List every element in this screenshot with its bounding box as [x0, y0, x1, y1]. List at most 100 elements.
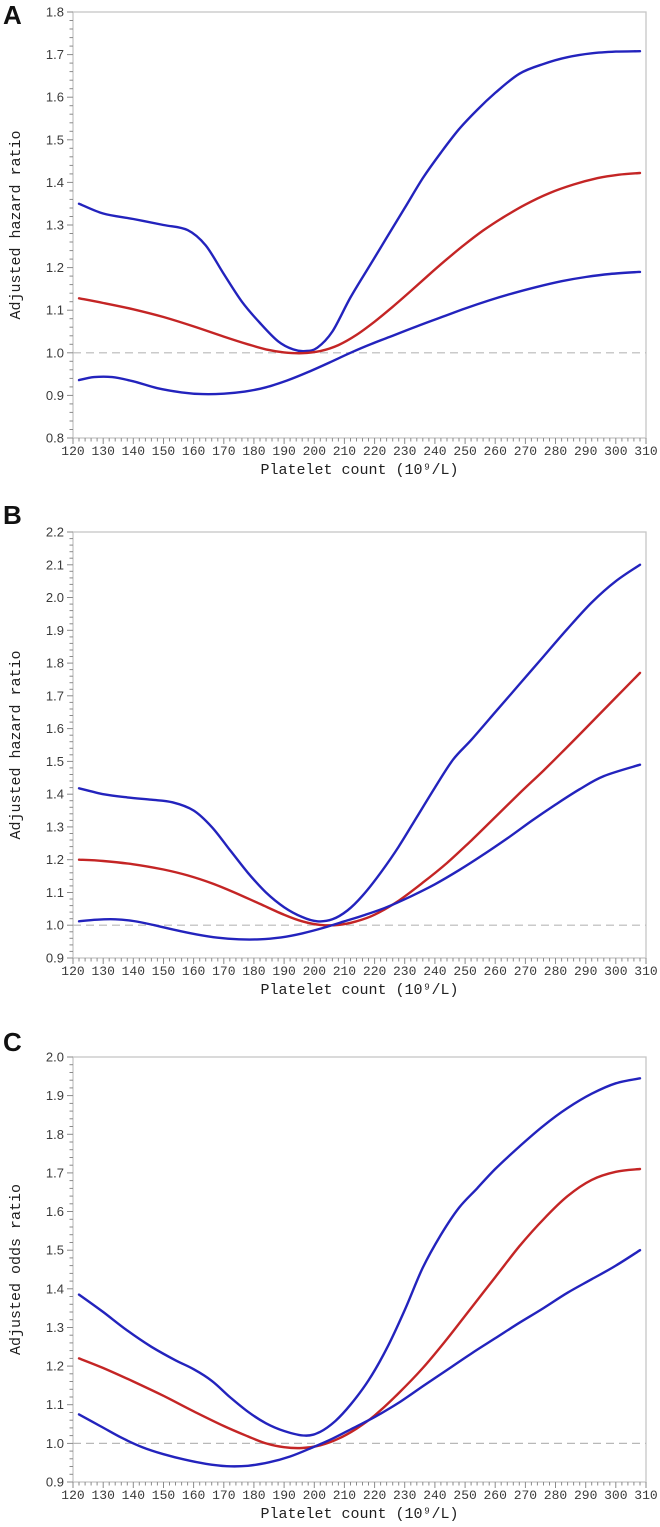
svg-text:1.4: 1.4: [46, 1281, 64, 1296]
svg-text:230: 230: [393, 444, 416, 459]
x-axis-minor-ticks: [78, 1482, 641, 1486]
series-line: [77, 171, 642, 355]
svg-text:1.0: 1.0: [46, 918, 64, 933]
svg-text:130: 130: [91, 964, 114, 979]
svg-text:1.7: 1.7: [46, 688, 64, 703]
svg-text:170: 170: [212, 444, 235, 459]
svg-text:190: 190: [272, 1488, 295, 1503]
svg-text:150: 150: [152, 964, 175, 979]
svg-text:2.0: 2.0: [46, 590, 64, 605]
series-line: [77, 671, 642, 927]
x-axis-major-ticks: [72, 438, 647, 444]
y-axis-title: Adjusted odds ratio: [8, 1184, 25, 1355]
series-line: [77, 50, 642, 353]
svg-text:290: 290: [574, 444, 597, 459]
x-axis-major-ticks: [72, 958, 647, 964]
x-axis-title: Platelet count (10⁹/L): [260, 1506, 458, 1523]
svg-text:0.9: 0.9: [46, 1475, 64, 1490]
svg-text:180: 180: [242, 1488, 265, 1503]
svg-text:230: 230: [393, 1488, 416, 1503]
svg-text:270: 270: [514, 1488, 537, 1503]
svg-text:1.8: 1.8: [46, 5, 64, 20]
svg-text:270: 270: [514, 444, 537, 459]
svg-text:1.6: 1.6: [46, 721, 64, 736]
svg-text:280: 280: [544, 1488, 567, 1503]
plot-area-border: [72, 1056, 647, 1483]
svg-text:1.9: 1.9: [46, 623, 64, 638]
y-axis-title: Adjusted hazard ratio: [8, 650, 25, 839]
svg-text:130: 130: [91, 444, 114, 459]
panel-a-label: A: [3, 0, 22, 30]
y-axis-tick-labels: 0.9 1.0 1.1 1.2 1.3 1.4 1.5 1.6 1.7 1.8 1.9 2.0: [46, 1050, 64, 1490]
x-axis-tick-labels: 120 130 140 150 160 170 180 190 200 210 220 230 240 2…: [61, 444, 657, 459]
svg-text:240: 240: [423, 1488, 446, 1503]
svg-text:240: 240: [423, 964, 446, 979]
svg-text:300: 300: [604, 444, 627, 459]
svg-text:290: 290: [574, 1488, 597, 1503]
svg-text:190: 190: [272, 964, 295, 979]
svg-text:200: 200: [303, 964, 326, 979]
svg-text:200: 200: [303, 444, 326, 459]
svg-text:170: 170: [212, 1488, 235, 1503]
svg-text:200: 200: [303, 1488, 326, 1503]
svg-text:170: 170: [212, 964, 235, 979]
svg-text:250: 250: [453, 444, 476, 459]
svg-text:180: 180: [242, 444, 265, 459]
svg-text:1.1: 1.1: [46, 303, 64, 318]
plot-area-border: [72, 531, 647, 959]
y-axis-minor-ticks: [69, 538, 73, 952]
svg-text:210: 210: [333, 964, 356, 979]
svg-text:150: 150: [152, 444, 175, 459]
svg-text:140: 140: [122, 444, 145, 459]
svg-text:160: 160: [182, 964, 205, 979]
svg-text:1.0: 1.0: [46, 345, 64, 360]
svg-text:2.1: 2.1: [46, 557, 64, 572]
svg-text:0.8: 0.8: [46, 431, 64, 446]
svg-text:300: 300: [604, 1488, 627, 1503]
svg-text:220: 220: [363, 444, 386, 459]
svg-text:160: 160: [182, 444, 205, 459]
svg-text:260: 260: [483, 444, 506, 459]
svg-text:240: 240: [423, 444, 446, 459]
svg-text:280: 280: [544, 444, 567, 459]
panel-c-label: C: [3, 1027, 22, 1057]
svg-text:260: 260: [483, 964, 506, 979]
series-line: [77, 1249, 642, 1468]
svg-text:120: 120: [61, 444, 84, 459]
svg-text:1.2: 1.2: [46, 260, 64, 275]
svg-text:290: 290: [574, 964, 597, 979]
svg-text:270: 270: [514, 964, 537, 979]
y-axis-major-ticks: [67, 11, 73, 439]
svg-text:180: 180: [242, 964, 265, 979]
series-line: [77, 1167, 642, 1450]
panel-b-label: B: [3, 500, 22, 530]
svg-text:140: 140: [122, 964, 145, 979]
svg-text:1.5: 1.5: [46, 1243, 64, 1258]
svg-text:260: 260: [483, 1488, 506, 1503]
x-axis-minor-ticks: [78, 438, 641, 442]
svg-text:190: 190: [272, 444, 295, 459]
svg-text:1.0: 1.0: [46, 1436, 64, 1451]
svg-text:300: 300: [604, 964, 627, 979]
svg-text:310: 310: [634, 444, 657, 459]
y-axis-title: Adjusted hazard ratio: [8, 130, 25, 319]
svg-text:1.3: 1.3: [46, 819, 64, 834]
x-axis-tick-labels: 120 130 140 150 160 170 180 190 200 210 220 230 240 2…: [61, 1488, 657, 1503]
svg-text:1.4: 1.4: [46, 787, 64, 802]
y-axis-major-ticks: [67, 531, 73, 959]
svg-text:1.3: 1.3: [46, 1320, 64, 1335]
svg-text:1.7: 1.7: [46, 1165, 64, 1180]
svg-text:1.1: 1.1: [46, 885, 64, 900]
y-axis-tick-labels: 0.8 0.9 1.0 1.1 1.2 1.3 1.4 1.5 1.6 1.7 1.8: [46, 5, 64, 446]
svg-text:120: 120: [61, 1488, 84, 1503]
svg-text:1.3: 1.3: [46, 218, 64, 233]
svg-text:2.2: 2.2: [46, 525, 64, 540]
y-axis-minor-ticks: [69, 20, 73, 430]
svg-text:250: 250: [453, 964, 476, 979]
y-axis-tick-labels: 0.9 1.0 1.1 1.2 1.3 1.4 1.5 1.6 1.7 1.8 1.9 2.0 2.1 2…: [46, 525, 64, 966]
series-line: [77, 563, 642, 923]
svg-text:310: 310: [634, 964, 657, 979]
svg-text:1.9: 1.9: [46, 1088, 64, 1103]
svg-text:1.6: 1.6: [46, 1204, 64, 1219]
